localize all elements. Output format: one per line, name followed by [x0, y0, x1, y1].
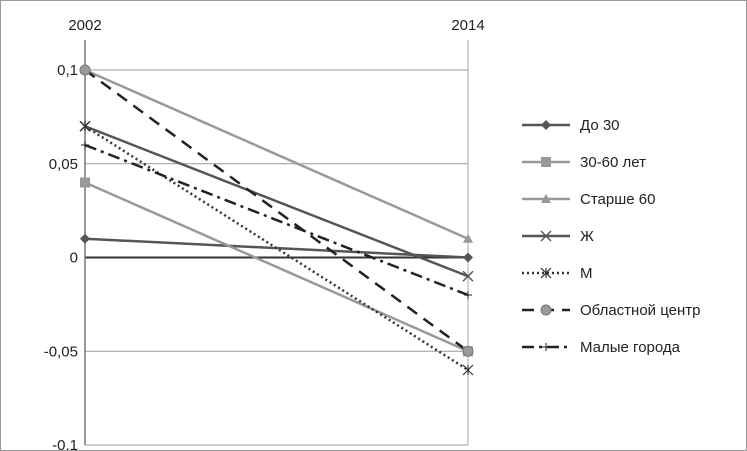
series-line-5: [84, 68, 469, 353]
legend-label: До 30: [580, 117, 620, 134]
marker-circle: [79, 64, 91, 76]
y-tick-label: -0.1: [52, 437, 78, 451]
legend-label: 30-60 лет: [580, 154, 646, 171]
series-markers: [79, 64, 474, 376]
marker-asterisk: [540, 267, 552, 279]
marker-square: [80, 177, 90, 188]
x-tick-label: 2002: [68, 17, 101, 34]
marker-plus: [81, 141, 89, 149]
marker-x: [540, 230, 552, 242]
gridlines: [85, 69, 468, 446]
marker-square: [541, 157, 551, 167]
marker-triangle: [463, 233, 473, 243]
legend: До 30 30-60 лет Старше 60 Ж М Областной центр…: [522, 117, 700, 356]
y-tick-label: 0: [70, 250, 78, 267]
marker-diamond: [80, 233, 90, 244]
marker-asterisk: [462, 364, 474, 376]
marker-asterisk: [79, 120, 91, 132]
legend-label: Старше 60: [580, 191, 655, 208]
series-line-6: [84, 143, 469, 297]
marker-plus: [464, 291, 472, 299]
legend-label: Малые города: [580, 339, 681, 356]
y-tick-label: 0,1: [57, 62, 78, 79]
y-tick-label: -0,05: [44, 343, 78, 360]
marker-triangle: [541, 194, 551, 203]
legend-label: М: [580, 265, 593, 282]
marker-circle: [540, 304, 552, 316]
series-line-3: [84, 125, 469, 278]
series-lines: [84, 68, 469, 372]
series-line-2: [84, 68, 469, 240]
marker-diamond: [463, 252, 473, 263]
legend-label: Ж: [580, 228, 594, 245]
marker-diamond: [541, 120, 551, 130]
y-tick-label: 0,05: [49, 156, 78, 173]
legend-label: Областной центр: [580, 302, 700, 319]
series-line-4: [84, 125, 469, 372]
marker-x: [462, 270, 474, 282]
marker-plus: [542, 343, 550, 351]
marker-circle: [462, 345, 474, 357]
x-tick-label: 2014: [451, 17, 484, 34]
tick-labels: 0,1 0,05 0 -0,05 -0.1 2002 2014: [44, 17, 485, 451]
series-line-1: [84, 181, 469, 353]
